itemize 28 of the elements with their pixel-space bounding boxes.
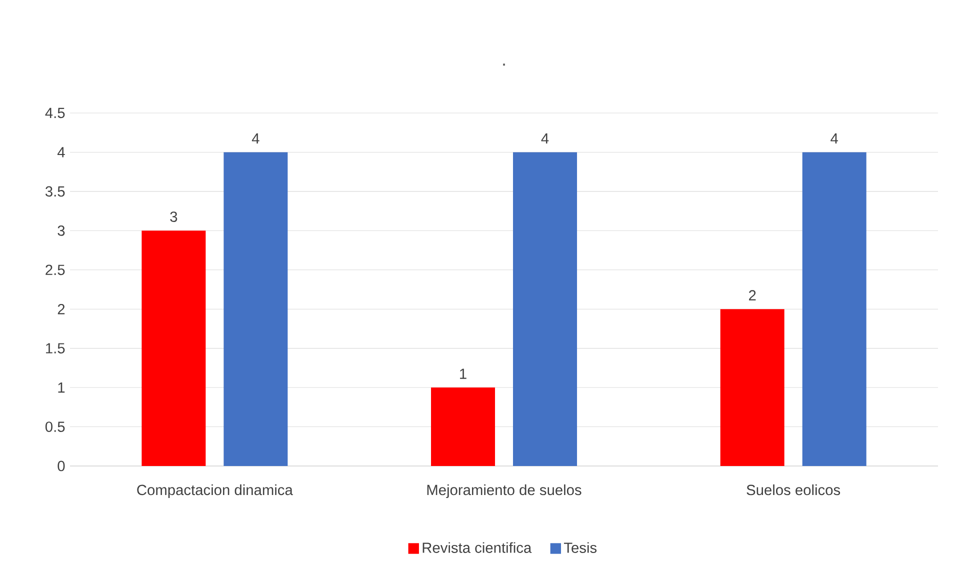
y-tick-label: 2.5	[46, 264, 65, 276]
x-tick-label: Mejoramiento de suelos	[427, 484, 582, 498]
x-tick-label: Suelos eolicos	[746, 484, 840, 496]
bar	[431, 388, 496, 466]
y-tick-label: 4	[57, 147, 65, 158]
y-tick-label: 3	[58, 225, 65, 236]
y-tick-label: 1	[58, 382, 65, 393]
legend-label: Tesis	[564, 542, 597, 553]
y-tick-label: 2	[58, 304, 65, 314]
y-tick-label: 1.5	[46, 343, 65, 354]
bar	[802, 152, 866, 466]
bar	[224, 152, 288, 466]
y-tick-label: 0	[58, 460, 65, 472]
data-label: 4	[830, 133, 838, 144]
data-label: 4	[252, 133, 260, 144]
y-tick-label: 0.5	[45, 422, 65, 432]
bar	[513, 152, 578, 466]
bar	[142, 230, 206, 466]
bar	[720, 309, 784, 466]
y-tick-label: 4.5	[45, 108, 65, 118]
legend-label: Revista cientifica	[422, 542, 532, 553]
x-tick-label: Compactacion dinamica	[137, 484, 293, 498]
data-label: 1	[460, 368, 466, 379]
data-label: 3	[170, 212, 178, 222]
data-label: 2	[748, 290, 756, 300]
y-tick-label: 3.5	[45, 186, 65, 197]
data-label: 4	[541, 133, 549, 144]
chart-title: .	[503, 64, 505, 66]
